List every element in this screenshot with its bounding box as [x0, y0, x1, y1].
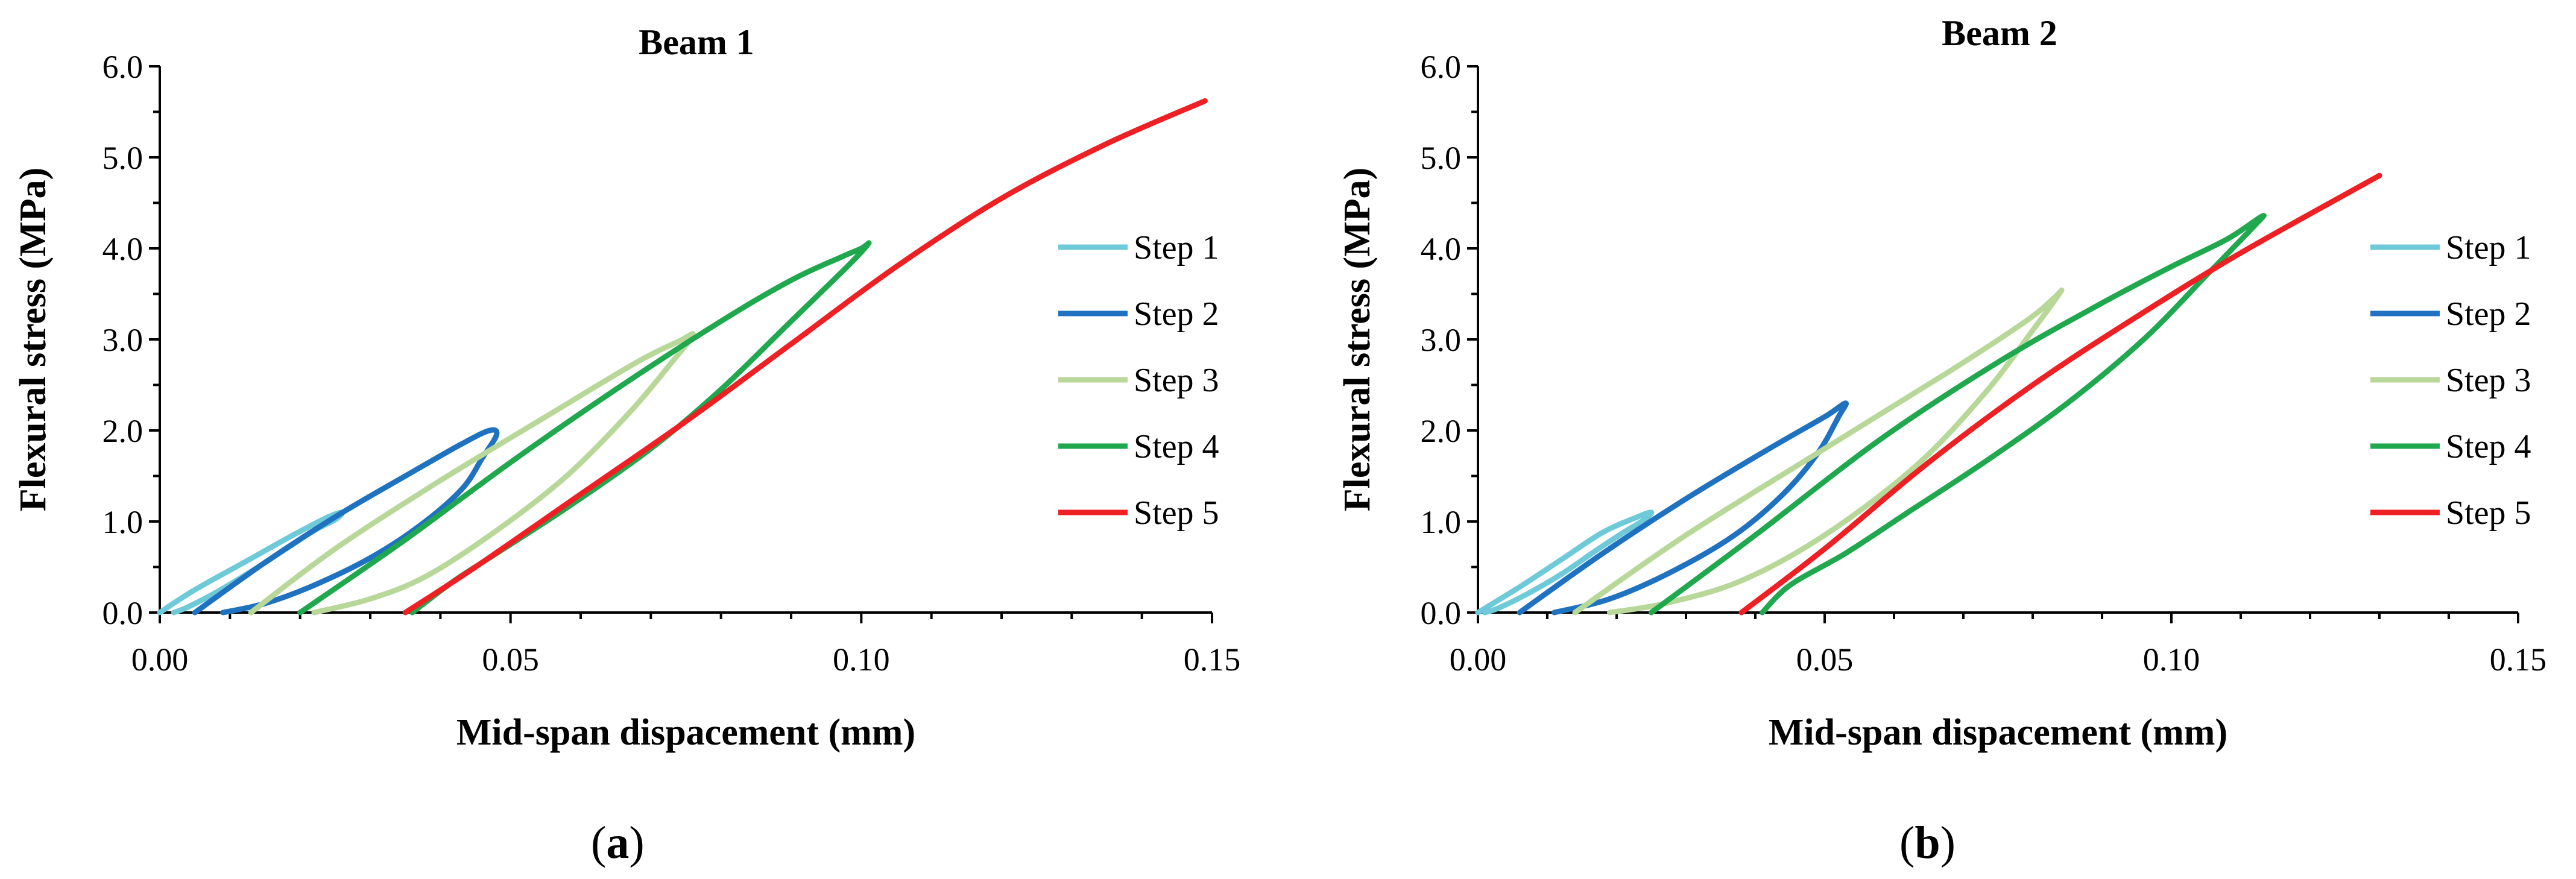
- y-tick-label: 1.0: [103, 504, 144, 540]
- y-tick-label: 6.0: [103, 49, 144, 85]
- legend-label-step-2: Step 2: [1134, 295, 1219, 333]
- x-axis-label: Mid-span dispacement (mm): [456, 712, 915, 753]
- chart-title: Beam 2: [1942, 13, 2057, 53]
- chart-beam-1: Beam 1 0.0 1.0 2.0 3.0 4.0 5.0 6.0 0.00 0.05 0.10 0…: [13, 22, 1241, 753]
- series-line-step-5: [1738, 172, 2382, 616]
- subfigure-label-a-letter: a: [606, 818, 630, 868]
- x-tick-label: 0.10: [833, 641, 890, 678]
- series-line-step-2: [1517, 400, 1849, 616]
- y-tick-label: 6.0: [1421, 49, 1462, 85]
- legend-label-step-1: Step 1: [2446, 229, 2531, 266]
- legend-label-step-2: Step 2: [2446, 295, 2531, 333]
- y-tick-label: 3.0: [103, 322, 144, 358]
- subfigure-label-a-close: ): [629, 818, 645, 868]
- chart-title: Beam 1: [639, 22, 754, 62]
- subfigure-label-b-letter: b: [1915, 818, 1940, 868]
- y-tick-label: 0.0: [1421, 595, 1462, 631]
- y-tick-label: 4.0: [1421, 231, 1462, 267]
- y-tick-label: 5.0: [1421, 140, 1462, 176]
- x-tick-label: 0.05: [1796, 641, 1854, 678]
- subfigure-label-a: (a): [591, 817, 645, 869]
- y-tick-label: 5.0: [103, 140, 144, 176]
- x-tick-label: 0.00: [131, 641, 189, 678]
- y-tick-label: 2.0: [103, 413, 144, 449]
- x-tick-label: 0.00: [1450, 641, 1507, 678]
- legend-label-step-3: Step 3: [2446, 362, 2531, 399]
- subfigure-label-b: (b): [1899, 817, 1956, 869]
- x-tick-label: 0.10: [2143, 641, 2200, 678]
- y-tick-label: 3.0: [1421, 322, 1462, 358]
- legend-label-step-4: Step 4: [1134, 428, 1219, 465]
- series-line-step-1: [1475, 509, 1655, 616]
- x-axis-label: Mid-span dispacement (mm): [1769, 712, 2227, 753]
- legend-label-step-4: Step 4: [2446, 428, 2531, 465]
- legend-label-step-5: Step 5: [2446, 494, 2531, 532]
- legend-label-step-5: Step 5: [1134, 494, 1219, 532]
- y-tick-label: 0.0: [103, 595, 144, 631]
- subfigure-label-a-open: (: [591, 818, 607, 868]
- y-tick-label: 2.0: [1421, 413, 1462, 449]
- subfigure-label-b-close: ): [1940, 818, 1956, 868]
- y-tick-label: 4.0: [103, 231, 144, 267]
- y-tick-label: 1.0: [1421, 504, 1462, 540]
- y-axis-label: Flexural stress (MPa): [13, 168, 54, 511]
- legend-label-step-1: Step 1: [1134, 229, 1219, 266]
- series-line-step-4: [297, 240, 872, 616]
- x-tick-label: 0.15: [1184, 641, 1241, 678]
- series-line-step-3: [1572, 287, 2065, 616]
- x-tick-label: 0.05: [482, 641, 539, 678]
- series-line-step-5: [402, 98, 1208, 616]
- chart-beam-2: Beam 2 0.0 1.0 2.0 3.0 4.0 5.0 6.0 0.00 0.05 0.10 0…: [1337, 13, 2547, 753]
- series-line-step-4: [1649, 213, 2267, 616]
- legend-label-step-3: Step 3: [1134, 362, 1219, 399]
- series-line-step-2: [192, 427, 500, 616]
- y-axis-label: Flexural stress (MPa): [1337, 168, 1378, 511]
- subfigure-label-b-open: (: [1899, 818, 1915, 868]
- x-tick-label: 0.15: [2490, 641, 2547, 678]
